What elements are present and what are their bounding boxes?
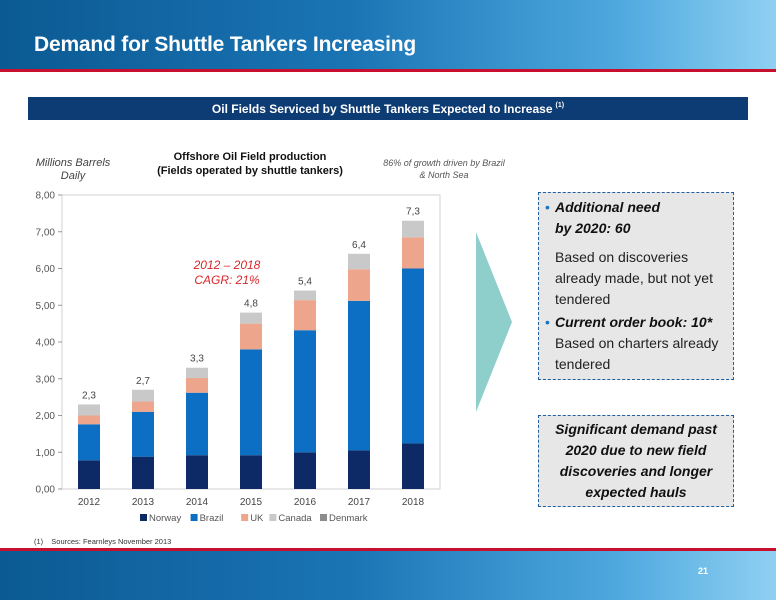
total-label: 3,3 xyxy=(190,354,204,365)
footnote: (1) Sources: Fearnleys November 2013 xyxy=(34,537,171,546)
bullet-text-line: tendered xyxy=(555,356,611,372)
cagr-annotation: 2012 – 2018 xyxy=(193,258,261,272)
x-tick-label: 2015 xyxy=(240,497,263,508)
y-axis-label-line-1: Millions Barrels xyxy=(35,157,111,169)
bar-segment-brazil xyxy=(240,349,262,456)
bullet-text-line: tendered xyxy=(555,291,611,307)
y-tick-label: 7,00 xyxy=(36,227,56,238)
bar-segment-uk xyxy=(348,269,370,301)
slide-title: Demand for Shuttle Tankers Increasing xyxy=(34,33,416,56)
total-label: 7,3 xyxy=(406,207,420,218)
bar-segment-canada xyxy=(78,404,100,416)
bar-segment-norway xyxy=(240,455,262,489)
y-tick-label: 5,00 xyxy=(36,301,56,312)
bar-segment-canada xyxy=(240,312,262,324)
demand-box: Significant demand past 2020 due to new … xyxy=(538,415,734,507)
bar-segment-norway xyxy=(186,455,208,489)
bullet-head-line: Additional need xyxy=(555,199,660,215)
bar-segment-uk xyxy=(402,237,424,269)
bar-segment-uk xyxy=(240,323,262,350)
bar-segment-norway xyxy=(402,443,424,489)
legend-swatch-norway xyxy=(140,514,147,521)
bar-segment-norway xyxy=(294,452,316,489)
y-tick-label: 2,00 xyxy=(36,411,56,422)
legend-label-uk: UK xyxy=(250,513,264,524)
cagr-annotation: CAGR: 21% xyxy=(194,273,260,287)
y-tick-label: 8,00 xyxy=(36,191,56,202)
top-banner: Demand for Shuttle Tankers Increasing xyxy=(0,0,776,72)
bullet-dot-icon: • xyxy=(545,314,550,330)
chart-title: Offshore Oil Field production (Fields op… xyxy=(140,150,360,178)
bar-segment-uk xyxy=(78,415,100,425)
bullet-order-book: • Current order book: 10* Based on chart… xyxy=(545,312,727,375)
bullet-text-line: already made, but not yet xyxy=(555,270,713,286)
legend-label-norway: Norway xyxy=(149,513,181,524)
y-tick-label: 0,00 xyxy=(36,485,56,496)
bar-segment-uk xyxy=(294,300,316,331)
section-bar-label: Oil Fields Serviced by Shuttle Tankers E… xyxy=(211,101,553,116)
bar-segment-canada xyxy=(402,220,424,238)
bar-segment-brazil xyxy=(402,268,424,444)
bar-segment-norway xyxy=(132,456,154,489)
bar-segment-uk xyxy=(132,401,154,412)
bullet-head-line: by 2020: 60 xyxy=(555,220,631,236)
bullet-dot-icon: • xyxy=(545,199,550,215)
chart-title-line-1: Offshore Oil Field production xyxy=(173,151,327,163)
total-label: 5,4 xyxy=(298,277,312,288)
section-bar: Oil Fields Serviced by Shuttle Tankers E… xyxy=(28,97,748,120)
x-tick-label: 2013 xyxy=(132,497,155,508)
bar-segment-canada xyxy=(294,290,316,301)
legend-swatch-canada xyxy=(269,514,277,521)
bar-segment-norway xyxy=(78,460,100,489)
total-label: 2,3 xyxy=(82,390,96,401)
bar-segment-norway xyxy=(348,450,370,489)
bar-segment-brazil xyxy=(78,424,100,461)
bar-segment-brazil xyxy=(132,411,154,457)
chart-title-line-2: (Fields operated by shuttle tankers) xyxy=(157,165,343,177)
legend-label-canada: Canada xyxy=(278,513,312,524)
bullet-additional-need: • Additional need by 2020: 60 Based on d… xyxy=(545,197,727,310)
x-tick-label: 2018 xyxy=(402,497,425,508)
x-tick-label: 2014 xyxy=(186,497,209,508)
total-label: 4,8 xyxy=(244,299,258,310)
bar-segment-canada xyxy=(132,389,154,402)
x-tick-label: 2016 xyxy=(294,497,317,508)
y-tick-label: 1,00 xyxy=(36,448,56,459)
total-label: 2,7 xyxy=(136,376,150,387)
bullet-text-line: Based on charters already xyxy=(555,335,719,351)
bar-segment-canada xyxy=(348,253,370,270)
stacked-bar-chart: 0,00 1,00 2,00 3,00 4,00 5,00 6,00 7,00 8,00 2,3 2… xyxy=(36,191,441,524)
y-tick-label: 6,00 xyxy=(36,264,56,275)
section-bar-footnote-ref: (1) xyxy=(555,102,565,109)
legend-swatch-denmark xyxy=(320,514,327,521)
right-arrow-icon xyxy=(476,232,512,412)
growth-note: 86% of growth driven by Brazil & North S… xyxy=(383,158,505,180)
y-tick-label: 4,00 xyxy=(36,338,56,349)
footnote-number: (1) xyxy=(34,537,44,546)
bar-segment-brazil xyxy=(294,330,316,453)
y-axis-label-line-2: Daily xyxy=(60,170,86,182)
page-number: 21 xyxy=(697,566,708,576)
bullet-text-line: Based on discoveries xyxy=(555,249,689,265)
legend-label-denmark: Denmark xyxy=(329,513,368,524)
bottom-red-line xyxy=(0,548,776,551)
bar-segment-brazil xyxy=(348,300,370,451)
y-axis-label: Millions Barrels Daily xyxy=(28,157,118,183)
legend-label-brazil: Brazil xyxy=(200,513,224,524)
bottom-banner: 21 xyxy=(0,548,776,600)
x-tick-label: 2017 xyxy=(348,497,371,508)
top-red-line xyxy=(0,69,776,72)
legend-swatch-brazil xyxy=(190,514,198,521)
y-tick-label: 3,00 xyxy=(36,374,56,385)
legend-swatch-uk xyxy=(241,514,249,521)
total-label: 6,4 xyxy=(352,240,366,251)
bar-segment-canada xyxy=(186,367,208,379)
bar-segment-uk xyxy=(186,378,208,393)
bar-segment-brazil xyxy=(186,392,208,456)
info-box: • Additional need by 2020: 60 Based on d… xyxy=(538,192,734,380)
x-tick-label: 2012 xyxy=(78,497,101,508)
bullet-head-line: Current order book: 10* xyxy=(555,314,713,330)
footnote-text: Sources: Fearnleys November 2013 xyxy=(51,537,172,546)
